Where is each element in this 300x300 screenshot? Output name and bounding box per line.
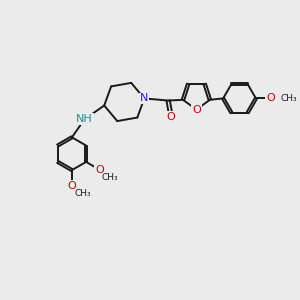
Text: O: O	[192, 105, 201, 115]
Text: O: O	[68, 181, 76, 190]
Text: CH₃: CH₃	[102, 173, 118, 182]
Text: O: O	[167, 112, 176, 122]
Text: CH₃: CH₃	[74, 189, 91, 198]
Text: O: O	[95, 165, 104, 175]
Text: NH: NH	[76, 114, 93, 124]
Text: N: N	[140, 93, 148, 103]
Text: O: O	[266, 93, 275, 103]
Text: CH₃: CH₃	[280, 94, 297, 103]
